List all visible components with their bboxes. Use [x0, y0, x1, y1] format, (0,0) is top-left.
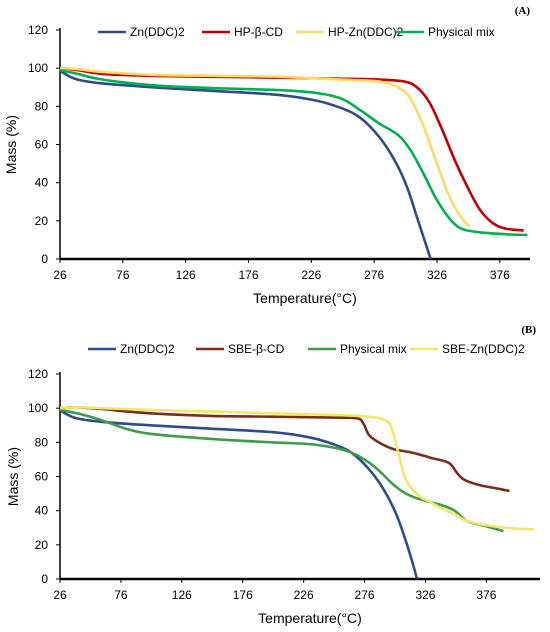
y-tick-label: 120	[28, 23, 48, 37]
y-tick-label: 0	[41, 572, 48, 586]
y-tick-label: 20	[35, 538, 49, 552]
series-line-3	[59, 408, 504, 533]
x-tick-label: 276	[364, 268, 384, 282]
x-tick-label: 26	[53, 588, 67, 602]
y-axis-label: Mass (%)	[5, 447, 21, 506]
y-tick-label: 60	[35, 470, 49, 484]
x-tick-label: 126	[172, 588, 192, 602]
x-tick-label: 126	[176, 268, 196, 282]
legend-label: SBE-β-CD	[228, 342, 285, 356]
legend-label: HP-Zn(DDC)2	[328, 25, 404, 39]
legend-label: Zn(DDC)2	[120, 342, 175, 356]
y-tick-label: 80	[35, 435, 49, 449]
x-axis-label: Temperature(°C)	[258, 610, 362, 626]
x-tick-label: 326	[427, 268, 447, 282]
y-tick-label: 40	[35, 176, 49, 190]
y-tick-label: 100	[28, 61, 48, 75]
x-tick-label: 26	[53, 268, 67, 282]
legend-label: SBE-Zn(DDC)2	[442, 342, 525, 356]
x-tick-label: 76	[116, 268, 130, 282]
chart-panel-2: (B) 0 20 40 60 80 100 120 26 76 126 176 226 276 326 376…	[5, 324, 540, 626]
x-tick-label: 326	[415, 588, 435, 602]
x-tick-label: 276	[355, 588, 375, 602]
panel-label: (B)	[521, 324, 536, 336]
legend-label: Physical mix	[340, 342, 407, 356]
y-tick-label: 80	[35, 99, 49, 113]
series-line-3	[59, 66, 471, 228]
x-tick-label: 176	[238, 268, 258, 282]
x-tick-label: 226	[294, 588, 314, 602]
chart-panel-1: (A) 0 20 40 60 80 100 120 26 76 126 176 226 276 326 376…	[3, 5, 530, 306]
y-tick-label: 40	[35, 504, 49, 518]
series-line-4	[59, 68, 528, 237]
y-tick-label: 120	[28, 367, 48, 381]
y-axis-label: Mass (%)	[3, 115, 19, 174]
x-tick-label: 376	[476, 588, 496, 602]
series-line-1	[59, 408, 419, 580]
y-tick-label: 100	[28, 401, 48, 415]
series-line-2	[59, 405, 510, 493]
panel-label: (A)	[515, 5, 531, 17]
x-tick-label: 176	[233, 588, 253, 602]
y-tick-label: 0	[41, 252, 48, 266]
series-line-1	[59, 69, 432, 260]
x-tick-label: 76	[114, 588, 128, 602]
legend-label: Physical mix	[428, 25, 495, 39]
y-tick-label: 20	[35, 214, 49, 228]
legend-label: HP-β-CD	[234, 25, 283, 39]
x-axis-label: Temperature(°C)	[253, 290, 357, 306]
legend-label: Zn(DDC)2	[130, 25, 185, 39]
series-line-4	[59, 406, 534, 531]
y-tick-label: 60	[35, 138, 49, 152]
x-tick-label: 226	[301, 268, 321, 282]
x-tick-label: 376	[490, 268, 510, 282]
